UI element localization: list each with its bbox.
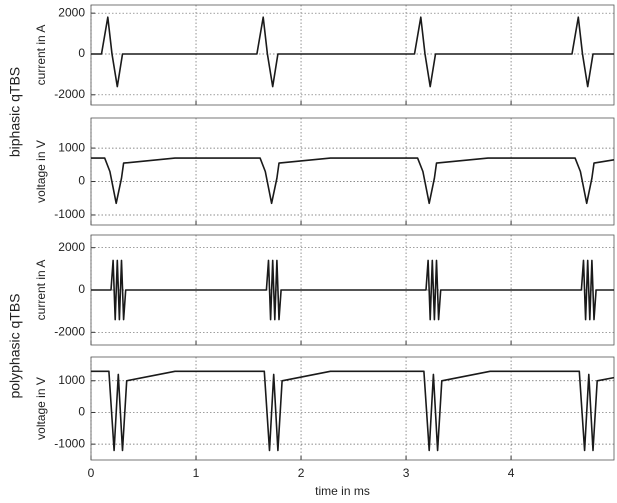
plot-frame (90, 356, 615, 461)
x-tick-label: 2 (298, 466, 305, 480)
x-tick-label: 4 (508, 466, 515, 480)
waveform (91, 157, 615, 205)
y-tick-label: 0 (78, 405, 85, 419)
y-tick-label: 2000 (58, 240, 85, 254)
y-tick-label: 0 (78, 282, 85, 296)
y-axis-label: voltage in V (34, 140, 48, 203)
y-tick-label: 0 (78, 174, 85, 188)
group-label: polyphasic qTBS (7, 293, 23, 398)
y-tick-label: 1000 (58, 140, 85, 154)
waveform (91, 259, 614, 321)
y-axis-label: voltage in V (34, 377, 48, 440)
y-tick-label: -2000 (54, 87, 85, 101)
plot-frame (90, 117, 615, 226)
plot-frame (90, 4, 615, 106)
y-tick-label: 2000 (58, 5, 85, 19)
y-axis-label: current in A (34, 25, 48, 86)
x-tick-label: 0 (88, 466, 95, 480)
group-label: biphasic qTBS (7, 67, 23, 157)
y-axis-label: current in A (34, 260, 48, 321)
y-tick-label: -1000 (54, 207, 85, 221)
y-tick-label: 1000 (58, 373, 85, 387)
x-tick-label: 3 (403, 466, 410, 480)
waveform (91, 16, 614, 88)
x-axis-label: time in ms (315, 484, 370, 498)
x-tick-label: 1 (193, 466, 200, 480)
y-tick-label: 0 (78, 46, 85, 60)
waveform (91, 370, 615, 452)
y-tick-label: -1000 (54, 436, 85, 450)
y-tick-label: -2000 (54, 324, 85, 338)
